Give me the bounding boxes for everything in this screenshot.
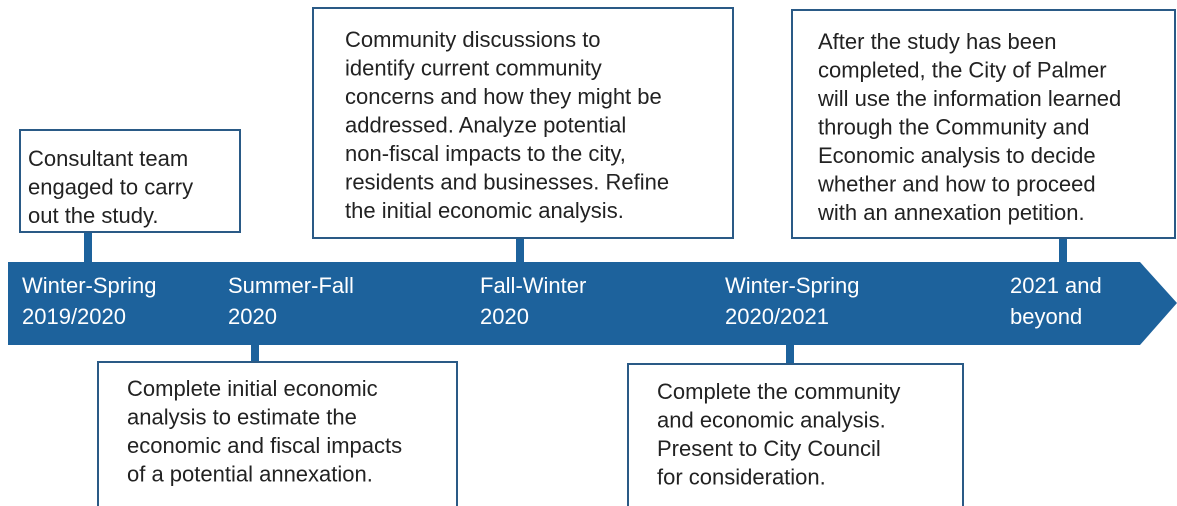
milestone-period: 2020 bbox=[480, 304, 529, 329]
milestone-period: 2020 bbox=[228, 304, 277, 329]
milestone-description: engaged to carry bbox=[28, 174, 193, 199]
milestone-period: Winter-Spring bbox=[22, 273, 156, 298]
milestone-description: Community discussions to bbox=[345, 27, 601, 52]
milestone-description: concerns and how they might be bbox=[345, 84, 662, 109]
connector bbox=[84, 232, 92, 262]
milestone-period: Fall-Winter bbox=[480, 273, 586, 298]
milestone-description: residents and businesses. Refine bbox=[345, 169, 669, 194]
connector bbox=[251, 345, 259, 362]
milestone-period: 2020/2021 bbox=[725, 304, 829, 329]
milestone-description: the initial economic analysis. bbox=[345, 198, 624, 223]
milestone-description: through the Community and bbox=[818, 114, 1090, 139]
milestone-description: completed, the City of Palmer bbox=[818, 57, 1107, 82]
milestone-description: After the study has been bbox=[818, 29, 1057, 54]
milestone-description: economic and fiscal impacts bbox=[127, 433, 402, 458]
milestone-box bbox=[312, 7, 734, 239]
timeline-band bbox=[8, 262, 1177, 345]
milestone-description: identify current community bbox=[345, 55, 602, 80]
milestone-box bbox=[627, 363, 964, 506]
milestone-description: out the study. bbox=[28, 203, 158, 228]
milestone-description: Complete initial economic bbox=[127, 376, 378, 401]
milestone-description: Economic analysis to decide bbox=[818, 143, 1096, 168]
milestone-description: non-fiscal impacts to the city, bbox=[345, 141, 626, 166]
milestone-description: analysis to estimate the bbox=[127, 404, 357, 429]
milestone-period: beyond bbox=[1010, 304, 1082, 329]
milestone-description: and economic analysis. bbox=[657, 407, 886, 432]
milestone-description: Consultant team bbox=[28, 146, 188, 171]
milestone-description: will use the information learned bbox=[817, 86, 1121, 111]
milestone-box bbox=[19, 129, 241, 233]
milestone-description: Present to City Council bbox=[657, 436, 881, 461]
milestone-period: Summer-Fall bbox=[228, 273, 354, 298]
connector bbox=[786, 345, 794, 364]
milestone-period: 2021 and bbox=[1010, 273, 1102, 298]
milestone-description: whether and how to proceed bbox=[817, 171, 1096, 196]
milestone-description: of a potential annexation. bbox=[127, 461, 373, 486]
connector bbox=[1059, 238, 1067, 262]
milestone-description: Complete the community bbox=[657, 379, 900, 404]
milestone-description: with an annexation petition. bbox=[817, 200, 1085, 225]
connector bbox=[516, 238, 524, 262]
milestone-period: 2019/2020 bbox=[22, 304, 126, 329]
milestone-box bbox=[97, 361, 458, 506]
milestone-description: for consideration. bbox=[657, 464, 826, 489]
milestone-box bbox=[791, 9, 1176, 239]
milestone-description: addressed. Analyze potential bbox=[345, 112, 626, 137]
milestone-period: Winter-Spring bbox=[725, 273, 859, 298]
